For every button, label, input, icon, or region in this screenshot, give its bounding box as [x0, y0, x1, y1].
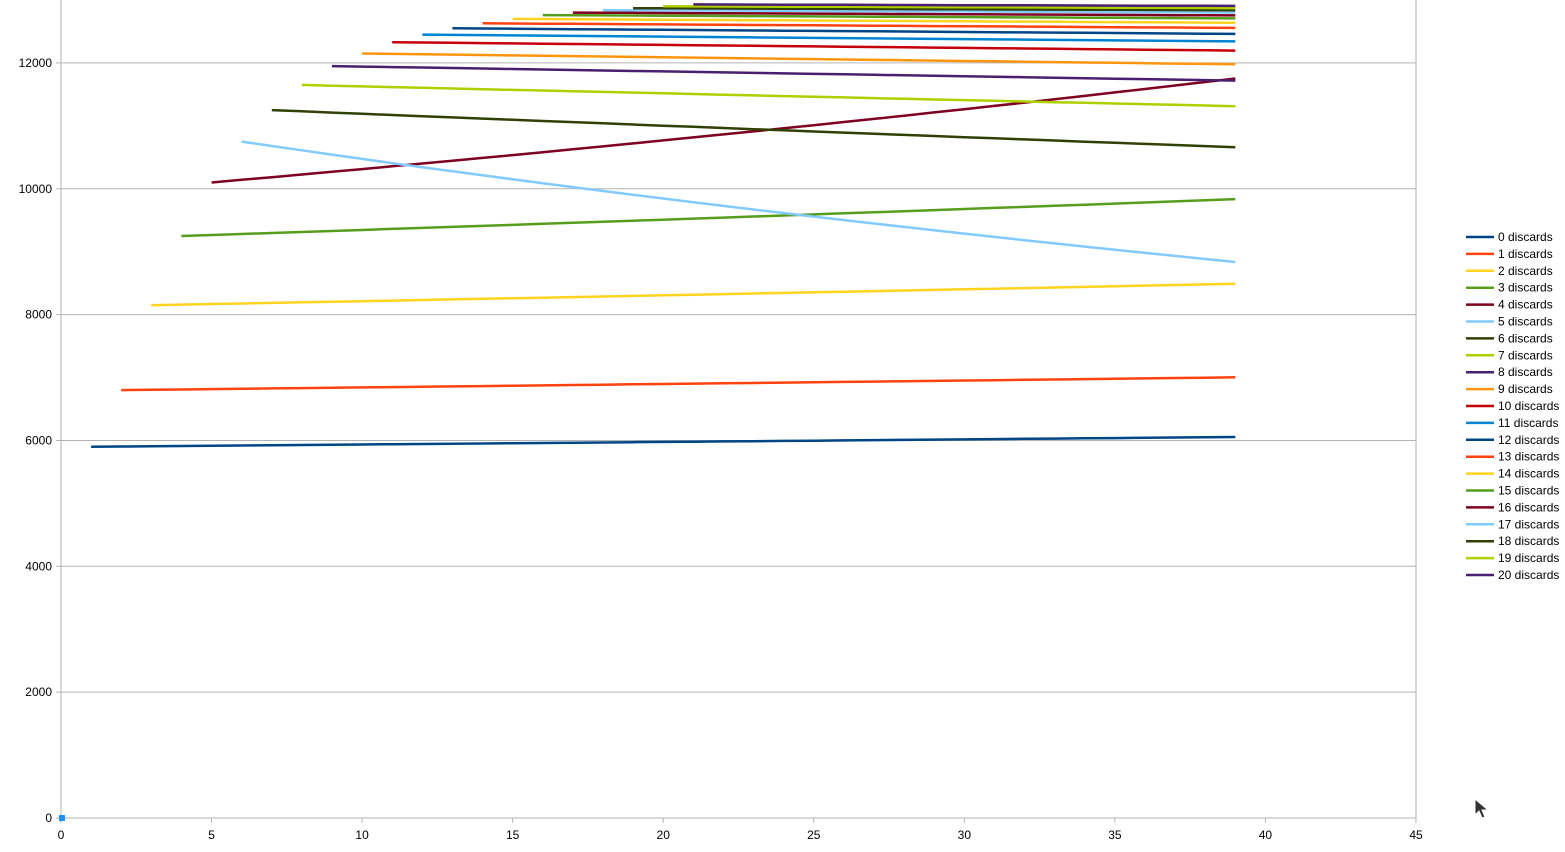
x-tick-label: 35 [1108, 828, 1122, 842]
series-line [271, 108, 1236, 149]
x-axis-ticks: 0 5 10 15 20 25 30 35 40 45 [58, 818, 1423, 842]
series-line [121, 376, 1236, 392]
legend-entry-label: 19 discards [1498, 551, 1559, 565]
y-tick-label: 6000 [25, 433, 52, 447]
legend-entry-label: 17 discards [1498, 517, 1559, 531]
legend-entry-label: 18 discards [1498, 534, 1559, 548]
x-tick-label: 20 [657, 828, 671, 842]
axes [60, 0, 1417, 819]
x-tick-label: 45 [1409, 828, 1423, 842]
series-line [91, 435, 1236, 449]
series-line [301, 83, 1236, 108]
legend-entry-label: 14 discards [1498, 467, 1559, 481]
series-line [211, 77, 1236, 184]
legend-entry-label: 0 discards [1498, 230, 1553, 244]
legend: 0 discards 1 discards 2 discards 3 discards… [1466, 230, 1559, 582]
legend-entry-label: 7 discards [1498, 348, 1553, 362]
legend-entry-label: 1 discards [1498, 247, 1553, 261]
x-tick-label: 30 [958, 828, 972, 842]
legend-entry-label: 13 discards [1498, 450, 1559, 464]
x-tick-label: 25 [807, 828, 821, 842]
y-tick-label: 2000 [25, 685, 52, 699]
legend-entry-label: 6 discards [1498, 331, 1553, 345]
x-tick-label: 10 [355, 828, 369, 842]
legend-entry-label: 11 discards [1498, 416, 1558, 430]
legend-entry-label: 9 discards [1498, 382, 1553, 396]
x-tick-label: 5 [208, 828, 215, 842]
series-line [572, 11, 1236, 17]
series-line [181, 197, 1236, 238]
legend-entry-label: 20 discards [1498, 568, 1559, 582]
series-line [392, 40, 1236, 52]
series-line [452, 27, 1236, 36]
series-line [482, 22, 1236, 30]
series-line [663, 5, 1236, 10]
series-line [151, 282, 1236, 307]
y-tick-label: 4000 [25, 559, 52, 573]
legend-entry-label: 15 discards [1498, 484, 1559, 498]
series-lines [91, 3, 1236, 449]
selection-handle[interactable] [59, 815, 65, 821]
x-tick-label: 15 [506, 828, 520, 842]
series-line [542, 13, 1236, 20]
y-tick-label: 8000 [25, 308, 52, 322]
legend-entry-label: 3 discards [1498, 281, 1553, 295]
series-line [512, 17, 1236, 25]
y-tick-label: 12000 [19, 56, 53, 70]
legend-entry-label: 12 discards [1498, 433, 1559, 447]
legend-entry-label: 8 discards [1498, 365, 1553, 379]
legend-entry-label: 4 discards [1498, 298, 1553, 312]
legend-entry-label: 2 discards [1498, 264, 1553, 278]
legend-entry-label: 16 discards [1498, 500, 1559, 514]
y-axis-ticks: 0 2000 4000 6000 8000 10000 12000 [19, 56, 61, 825]
series-line [693, 3, 1236, 8]
y-tick-label: 10000 [19, 182, 53, 196]
series-line [602, 8, 1236, 14]
x-tick-label: 0 [58, 828, 65, 842]
legend-entry-label: 10 discards [1498, 399, 1559, 413]
series-line [633, 6, 1236, 12]
legend-entry-label: 5 discards [1498, 315, 1553, 329]
x-tick-label: 40 [1259, 828, 1273, 842]
series-line [241, 140, 1236, 264]
series-line [422, 33, 1236, 43]
series-line [331, 64, 1236, 82]
series-line [362, 52, 1236, 66]
mouse-pointer-icon [1474, 798, 1490, 819]
y-tick-label: 0 [45, 811, 52, 825]
